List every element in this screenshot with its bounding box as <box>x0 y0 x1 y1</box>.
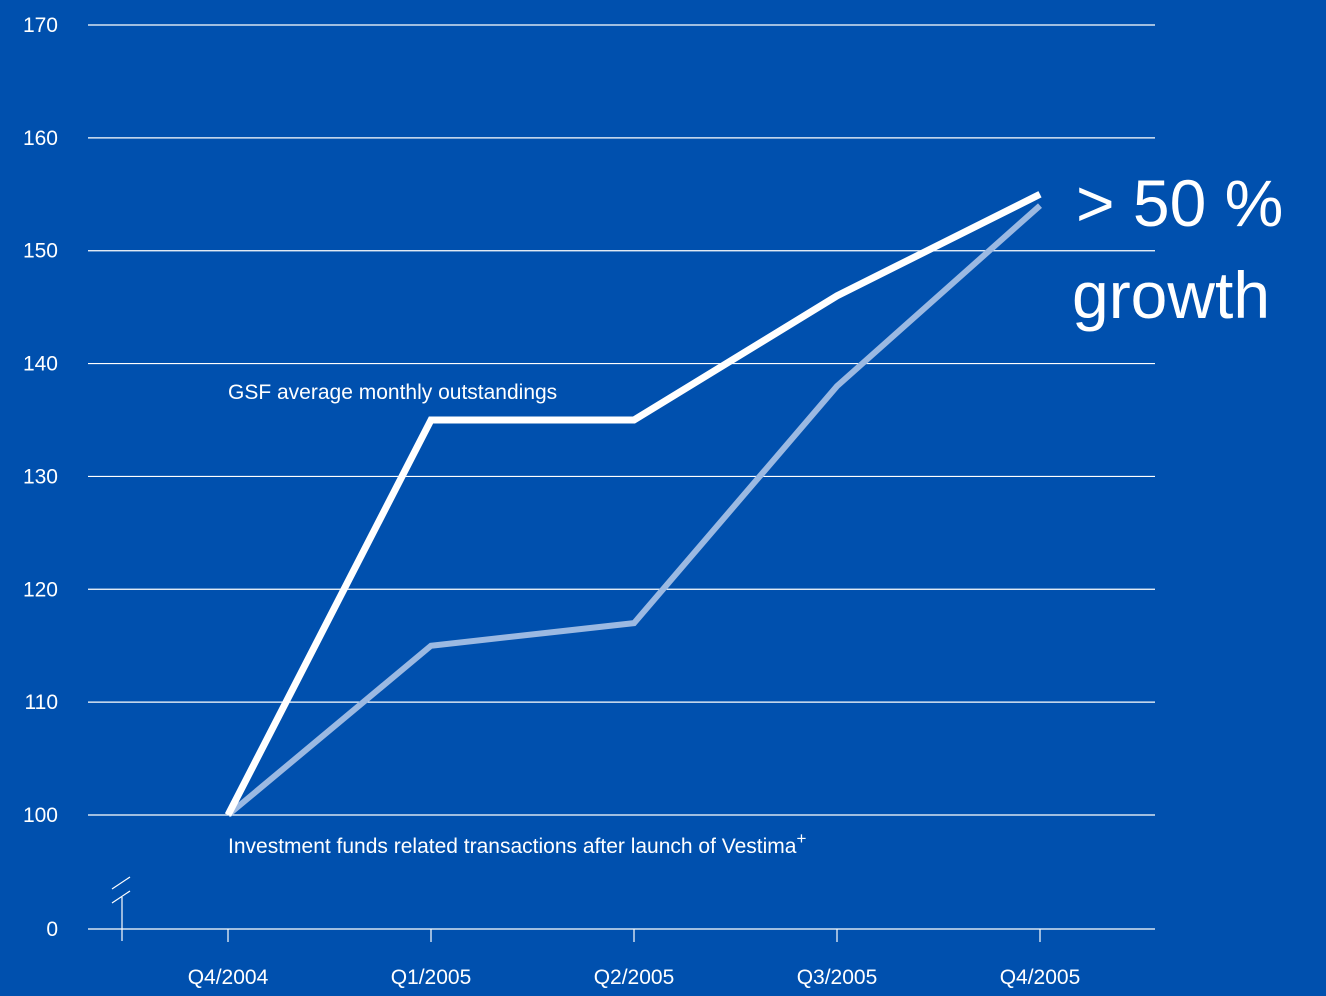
y-tick-label-110: 110 <box>25 691 58 714</box>
y-tick-label-120: 120 <box>23 578 58 601</box>
axis-break-mark-lower <box>112 891 130 903</box>
y-tick-label-160: 160 <box>23 127 58 150</box>
axis-break-mark-upper <box>112 877 130 889</box>
series-line-0 <box>228 194 1040 815</box>
growth-callout-line2: growth <box>1072 258 1270 332</box>
series-layer <box>228 194 1040 815</box>
grid-layer <box>88 25 1155 929</box>
series-label-investment-funds: Investment funds related transactions af… <box>228 829 806 858</box>
y-tick-label-140: 140 <box>23 353 58 376</box>
y-tick-label-100: 100 <box>23 804 58 827</box>
series-line-1 <box>228 206 1040 815</box>
y-tick-label-130: 130 <box>23 465 58 488</box>
y-tick-label-170: 170 <box>23 14 58 37</box>
x-tick-label-Q3-2005: Q3/2005 <box>797 966 878 989</box>
y-tick-label-150: 150 <box>23 240 58 263</box>
x-tick-label-Q1-2005: Q1/2005 <box>391 966 472 989</box>
growth-callout-line1: > 50 % <box>1076 166 1283 240</box>
series-label-gsf: GSF average monthly outstandings <box>228 381 557 404</box>
x-tick-label-Q4-2004: Q4/2004 <box>188 966 269 989</box>
x-tick-label-Q4-2005: Q4/2005 <box>1000 966 1081 989</box>
x-tick-label-Q2-2005: Q2/2005 <box>594 966 675 989</box>
y-tick-label-0: 0 <box>46 918 58 941</box>
